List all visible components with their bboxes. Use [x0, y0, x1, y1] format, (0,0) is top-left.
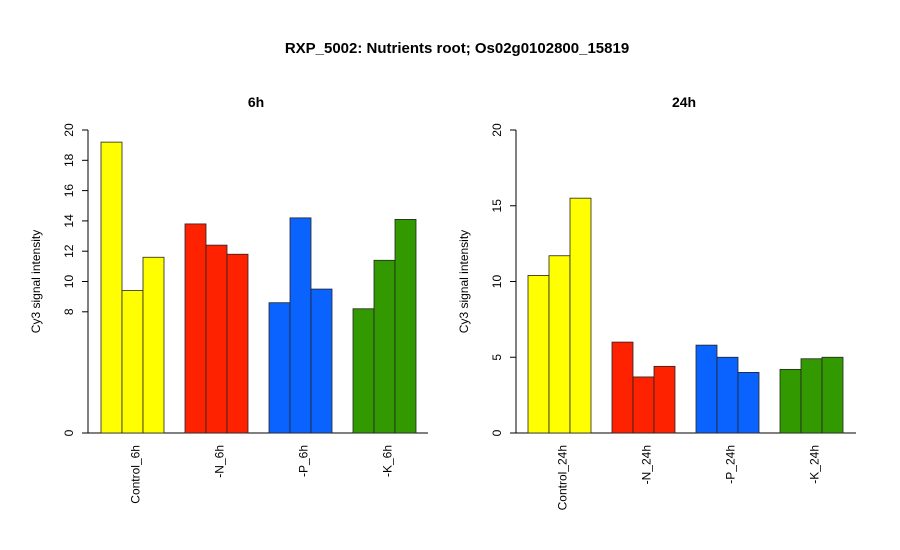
x-category-label: -P_24h	[724, 445, 738, 484]
y-tick-label: 14	[62, 214, 76, 228]
bar	[226, 253, 249, 434]
bar	[184, 223, 207, 434]
bar	[611, 341, 634, 434]
bar	[800, 358, 823, 434]
bar	[100, 141, 123, 434]
y-tick-label: 20	[62, 123, 76, 137]
y-tick-label: 16	[62, 184, 76, 198]
panel-6h: 6h Cy3 signal intensity 0 8 10 12 14 16 18 20 Cont…	[29, 94, 428, 504]
y-axis-label: Cy3 signal intensity	[457, 230, 471, 333]
bar	[569, 197, 592, 434]
x-category-label: Control_6h	[129, 445, 143, 504]
bar	[716, 356, 739, 434]
y-tick-label: 10	[490, 275, 504, 289]
bar	[121, 290, 144, 434]
x-category-label: -P_6h	[297, 445, 311, 477]
x-category-label: -K_6h	[381, 445, 395, 477]
panel-title: 6h	[248, 94, 264, 110]
bar	[548, 255, 571, 434]
bar	[268, 302, 291, 434]
bar	[373, 259, 396, 434]
y-tick-label: 20	[490, 123, 504, 137]
y-tick-label: 0	[62, 429, 76, 436]
y-tick-label: 10	[62, 275, 76, 289]
panel-title: 24h	[672, 94, 696, 110]
y-tick-label: 15	[490, 199, 504, 213]
y-tick-label: 12	[62, 244, 76, 258]
bar	[289, 217, 312, 434]
bar	[527, 275, 550, 434]
bar	[352, 308, 375, 434]
y-tick-label: 8	[62, 308, 76, 315]
panel-24h: 24h Cy3 signal intensity 0 5 10 15 20 Control_2…	[457, 94, 856, 510]
y-tick-label: 0	[490, 429, 504, 436]
x-category-label: -N_24h	[640, 445, 654, 484]
bar	[142, 256, 165, 434]
x-category-label: Control_24h	[556, 445, 570, 510]
bar	[653, 365, 676, 434]
bar	[695, 344, 718, 434]
x-category-label: -K_24h	[808, 445, 822, 484]
bar	[737, 371, 760, 434]
x-category-label: -N_6h	[213, 445, 227, 478]
bar	[394, 218, 417, 434]
bar	[779, 368, 802, 434]
figure-title: RXP_5002: Nutrients root; Os02g0102800_1…	[285, 40, 629, 57]
bar	[632, 376, 655, 434]
bar	[821, 356, 844, 434]
y-tick-label: 5	[490, 354, 504, 361]
y-axis-label: Cy3 signal intensity	[29, 230, 43, 333]
y-tick-label: 18	[62, 153, 76, 167]
bar	[205, 244, 228, 434]
bar	[310, 288, 333, 434]
